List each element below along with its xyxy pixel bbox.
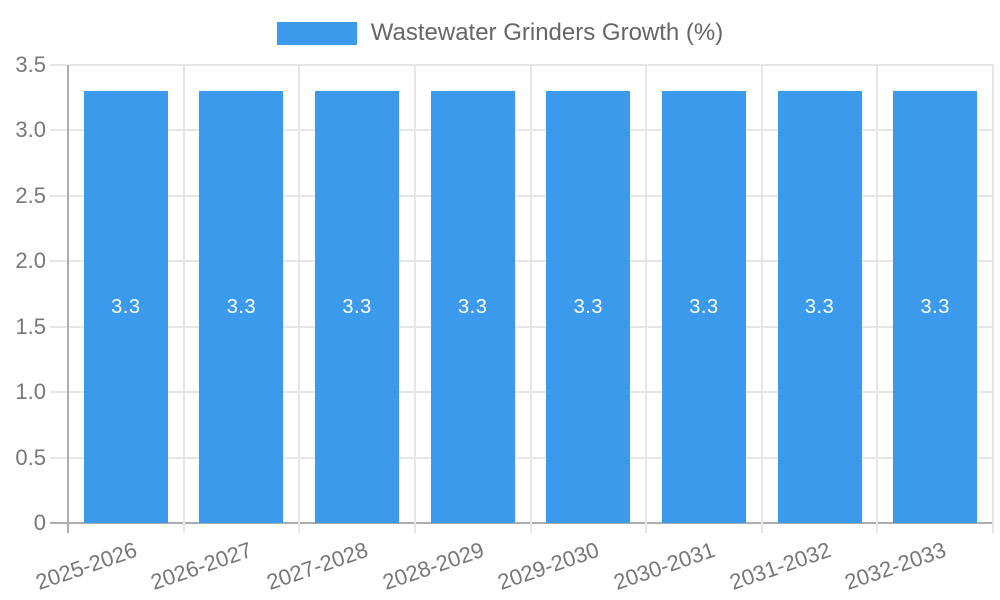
bar-2027-2028: 3.3 xyxy=(315,91,400,523)
gridline-vertical xyxy=(645,65,648,533)
legend-swatch xyxy=(276,21,357,45)
gridline-horizontal xyxy=(50,194,993,197)
y-axis-tick-label: 1.0 xyxy=(15,379,46,405)
bar-value-label: 3.3 xyxy=(226,295,257,318)
gridline-vertical xyxy=(760,65,763,533)
x-axis-line xyxy=(50,522,993,524)
bar-2026-2027: 3.3 xyxy=(199,91,284,523)
y-axis-line xyxy=(67,65,69,533)
gridline-horizontal xyxy=(50,456,993,459)
gridline-horizontal xyxy=(50,129,993,132)
y-axis-tick-label: 2.0 xyxy=(15,248,46,274)
gridline-horizontal xyxy=(50,325,993,328)
y-axis-tick-label: 2.5 xyxy=(15,182,46,208)
gridline-vertical xyxy=(992,65,994,533)
y-axis-tick-label: 0.5 xyxy=(15,444,46,470)
bar-2025-2026: 3.3 xyxy=(83,91,168,523)
gridline-horizontal xyxy=(50,260,993,263)
bar-2029-2030: 3.3 xyxy=(546,91,631,523)
y-axis-tick-label: 3.5 xyxy=(15,52,46,77)
bar-2032-2033: 3.3 xyxy=(893,91,978,523)
bar-value-label: 3.3 xyxy=(342,295,372,318)
gridline-horizontal xyxy=(50,64,993,66)
bar-value-label: 3.3 xyxy=(111,295,141,318)
gridline-vertical xyxy=(182,65,185,533)
bar-2030-2031: 3.3 xyxy=(661,91,746,523)
y-axis-tick-label: 1.5 xyxy=(15,313,46,339)
chart-legend[interactable]: Wastewater Grinders Growth (%) xyxy=(0,19,1000,47)
gridline-vertical xyxy=(413,65,416,533)
gridline-vertical xyxy=(876,65,879,533)
bar-value-label: 3.3 xyxy=(458,295,488,318)
bar-value-label: 3.3 xyxy=(689,295,719,318)
gridline-horizontal xyxy=(50,391,993,394)
bar-value-label: 3.3 xyxy=(804,295,835,318)
y-axis-tick-label: 0 xyxy=(33,510,46,535)
gridline-vertical xyxy=(298,65,301,533)
y-axis-tick-label: 3.0 xyxy=(15,117,46,143)
bar-value-label: 3.3 xyxy=(920,295,950,318)
legend-label: Wastewater Grinders Growth (%) xyxy=(370,19,724,46)
bar-2031-2032: 3.3 xyxy=(777,91,862,523)
bar-value-label: 3.3 xyxy=(573,295,603,318)
bar-2028-2029: 3.3 xyxy=(430,91,515,523)
gridline-vertical xyxy=(529,65,532,533)
